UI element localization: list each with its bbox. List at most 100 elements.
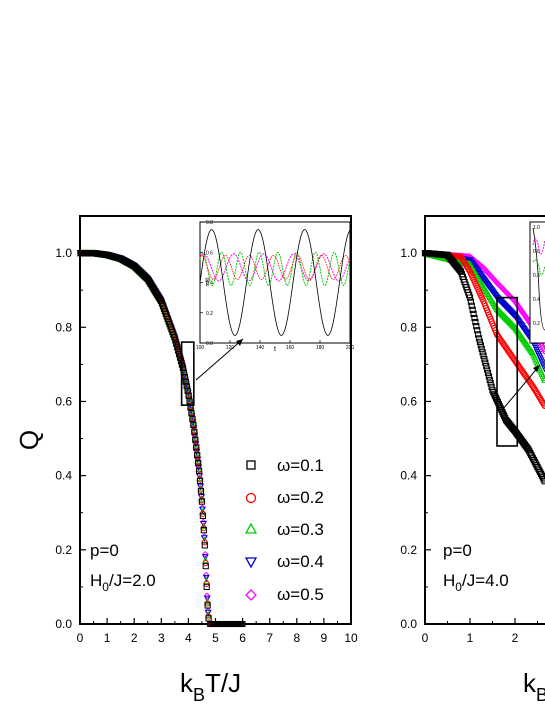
- data-point-square: [482, 359, 489, 366]
- data-point-triangle-up: [185, 396, 193, 403]
- data-point-diamond: [201, 550, 209, 558]
- data-point-square: [500, 410, 507, 418]
- data-point-diamond: [202, 571, 210, 579]
- inset-x-tick-label: 160: [286, 345, 295, 351]
- legend-item: ω=0.5: [245, 585, 324, 604]
- left-y-axis-title: Q: [14, 430, 44, 450]
- data-point-square: [194, 452, 201, 459]
- x-tick-label: 2: [512, 631, 519, 645]
- data-point-square: [157, 296, 164, 303]
- inset-curve: [199, 253, 351, 282]
- data-point-square: [473, 323, 480, 330]
- left-inset-frame: [199, 221, 351, 344]
- right-zoom-arrow: [502, 364, 541, 410]
- inset-x-tick-label: 100: [196, 345, 205, 351]
- data-point-square: [193, 444, 200, 451]
- data-point-square: [201, 542, 208, 549]
- data-point-square: [494, 399, 501, 406]
- right-inset-frame: [529, 221, 545, 344]
- data-point-square: [185, 392, 192, 399]
- data-point-square: [485, 373, 492, 380]
- data-point-square: [498, 407, 505, 414]
- data-point-square: [477, 342, 484, 349]
- inset-x-tick-label: 120: [226, 345, 235, 351]
- right-inset: 1.00.80.60.40.2: [529, 221, 545, 344]
- legend-item: ω=0.2: [245, 488, 324, 507]
- data-point-square: [177, 354, 184, 361]
- data-point-square: [481, 356, 488, 363]
- data-point-square: [467, 298, 474, 305]
- left-zoom-arrow: [195, 338, 244, 381]
- x-tick-label: 2: [131, 631, 138, 645]
- inset-x-tick-label: 180: [316, 345, 325, 351]
- data-point-triangle-down: [202, 574, 210, 582]
- data-point-square: [239, 621, 246, 627]
- data-point-diamond: [499, 285, 506, 292]
- data-point-square: [183, 383, 190, 390]
- inset-y-tick-label: 0.0: [206, 341, 213, 347]
- data-point-square: [192, 436, 199, 443]
- data-point-square: [478, 345, 485, 352]
- inset-y-tick-label: 1.0: [533, 225, 540, 231]
- legend-marker-triangle-up: [244, 522, 258, 534]
- data-point-diamond: [499, 285, 507, 293]
- right-annotation-field: H0/J=4.0: [443, 571, 509, 594]
- inset-y-tick-label: 0.6: [206, 250, 213, 256]
- left-inset-axes: 100 120 140 160 180 200 0.0 0.2 0.4 0.6 0.8: [196, 220, 355, 351]
- right-x-axis: 0 1 2: [422, 618, 538, 645]
- data-point-diamond: [500, 286, 508, 294]
- zoom-rectangle: [496, 296, 519, 447]
- data-point-triangle-up: [188, 413, 196, 421]
- data-point-triangle-down: [204, 609, 212, 617]
- data-point-square: [189, 415, 196, 423]
- data-point-triangle-up: [184, 390, 192, 398]
- data-point-square: [468, 302, 475, 309]
- inset-y-tick-label: 0.4: [206, 281, 213, 287]
- y-tick-label: 0.8: [400, 320, 417, 334]
- right-plot-frame: [424, 215, 545, 625]
- x-tick-label: 3: [158, 631, 165, 645]
- x-tick-label: 1: [467, 631, 474, 645]
- data-point-diamond: [501, 287, 509, 295]
- x-tick-label: 7: [266, 631, 273, 645]
- data-point-diamond: [508, 295, 516, 302]
- data-point-square: [470, 310, 477, 318]
- legend-marker-triangle-down: [244, 557, 258, 569]
- legend-item: ω=0.1: [246, 456, 324, 475]
- x-tick-label: 10: [344, 631, 358, 645]
- left-panel: 0.0 0.2 0.4 0.6 0.8 1.0 0 1 2 3 4 5 6 7 8 9 10 100 120 14…: [14, 215, 358, 705]
- y-tick-label: 0.2: [400, 543, 417, 557]
- y-tick-label: 0.0: [400, 617, 417, 631]
- legend-label: ω=0.3: [277, 520, 324, 539]
- left-x-axis: 0 1 2 3 4 5 6 7 8 9 10: [77, 618, 358, 645]
- legend-marker-diamond: [245, 589, 257, 601]
- legend-item: ω=0.4: [244, 552, 324, 571]
- left-annotation-p: p=0: [90, 541, 119, 560]
- y-tick-label: 1.0: [400, 246, 417, 260]
- y-tick-label: 0.8: [55, 320, 72, 334]
- right-y-axis: 0.0 0.2 0.4 0.6 0.8 1.0: [400, 215, 431, 631]
- data-point-square: [182, 378, 189, 385]
- data-point-square: [487, 380, 494, 387]
- legend-marker-square: [246, 460, 256, 470]
- left-inset-curves: [199, 229, 351, 336]
- legend-label: ω=0.1: [277, 456, 324, 475]
- data-point-diamond: [502, 288, 510, 296]
- left-y-axis: 0.0 0.2 0.4 0.6 0.8 1.0: [55, 215, 86, 631]
- data-point-square: [540, 476, 545, 483]
- data-point-triangle-down: [200, 535, 208, 543]
- data-point-triangle-down: [199, 506, 206, 514]
- data-point-triangle-down: [201, 554, 209, 561]
- data-point-triangle-down: [198, 494, 205, 501]
- data-point-diamond: [496, 282, 504, 289]
- y-tick-label: 0.4: [400, 469, 417, 483]
- data-point-square: [474, 327, 481, 334]
- data-point-square: [499, 408, 506, 416]
- data-point-square: [204, 602, 211, 609]
- data-point-triangle-down: [197, 483, 205, 491]
- x-tick-label: 4: [185, 631, 192, 645]
- data-point-diamond: [503, 289, 511, 297]
- data-point-square: [486, 376, 493, 384]
- data-point-square: [200, 527, 207, 534]
- inset-y-tick-label: 0.2: [533, 321, 540, 327]
